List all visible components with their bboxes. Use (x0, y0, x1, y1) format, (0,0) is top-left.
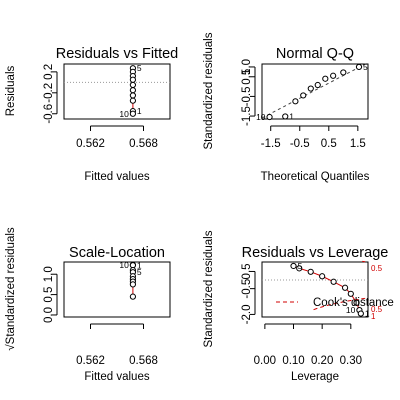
plot-frame (261, 261, 369, 318)
x-tick-label: -0.5 (290, 138, 310, 150)
data-point (307, 268, 314, 275)
smooth-line (293, 265, 362, 314)
plot-frame (63, 261, 171, 318)
point-label: 5 (137, 267, 142, 277)
y-tick-label: 0.5 (241, 69, 253, 85)
chart-title: Scale-Location (69, 245, 165, 261)
data-point (292, 98, 299, 105)
x-tick-label: 1.5 (350, 138, 366, 150)
qq-reference-line (261, 62, 369, 119)
panel-normal-qq: Normal Q-Q Theoretical Quantiles Standardi… (203, 32, 370, 183)
panel-scale-location: Scale-Location Fitted values √Standardized… (4, 227, 171, 383)
data-point (296, 265, 303, 272)
y-tick-label: 0.5 (43, 287, 55, 303)
x-axis-label: Fitted values (84, 371, 149, 383)
y-tick-label: -0.2 (43, 83, 55, 103)
y-tick-label: -0.6 (43, 104, 55, 124)
x-tick-label: -1.5 (261, 138, 281, 150)
point-label: 10 (119, 109, 129, 119)
plot-frame (261, 63, 369, 120)
data-point (314, 81, 321, 89)
panel-residuals-vs-leverage: Residuals vs Leverage Leverage Standardize… (203, 230, 394, 383)
plot-frame (63, 63, 171, 120)
data-point (330, 278, 337, 285)
data-point (129, 293, 136, 300)
cook-value-label: 0.5 (371, 264, 383, 273)
point-label: 5 (363, 62, 368, 72)
data-point (322, 75, 329, 82)
y-axis-label: Standardized residuals (203, 230, 215, 347)
y-tick-label: 0.2 (43, 64, 55, 80)
x-axis-label: Leverage (291, 371, 339, 383)
x-tick-label: 0.568 (129, 138, 158, 150)
point-label: 1 (289, 111, 294, 121)
y-tick-label: 1.0 (43, 266, 55, 282)
y-tick-label: -0.5 (241, 279, 253, 299)
data-point (319, 273, 326, 280)
data-point (353, 299, 360, 306)
y-tick-label: -2.0 (241, 305, 253, 325)
cook-contour-lower (313, 297, 366, 311)
data-point (129, 110, 136, 117)
data-point (129, 87, 136, 94)
x-axis-label: Theoretical Quantiles (261, 171, 370, 183)
data-point (341, 284, 349, 291)
x-tick-label: 0.562 (76, 138, 105, 150)
data-point (290, 262, 297, 270)
point-label: 1 (365, 309, 370, 319)
x-tick-label: 0.20 (311, 355, 333, 367)
y-tick-label: -0.5 (241, 86, 253, 106)
data-point (129, 97, 136, 104)
point-label: 1 (137, 260, 142, 270)
cook-value-label: 1 (371, 312, 376, 321)
y-tick-label: 0.0 (43, 307, 55, 323)
data-point (129, 76, 136, 83)
data-point (266, 113, 273, 121)
legend-label: Cook's distance (313, 297, 394, 309)
x-tick-label: 0.30 (340, 355, 362, 367)
data-point (340, 69, 347, 76)
data-point (129, 281, 136, 288)
data-point (129, 81, 136, 89)
data-point (330, 72, 337, 79)
point-label: 10 (256, 112, 266, 122)
x-tick-label: 0.5 (321, 138, 337, 150)
x-tick-label: 0.568 (129, 355, 158, 367)
y-axis-label: Residuals (5, 66, 17, 117)
chart-title: Residuals vs Leverage (242, 245, 389, 261)
data-point (129, 92, 136, 99)
x-tick-label: 0.10 (282, 355, 304, 367)
x-tick-label: 0.00 (254, 355, 276, 367)
cook-value-label: 0.5 (371, 305, 383, 314)
y-tick-label: 0.5 (241, 263, 253, 279)
data-point (307, 85, 314, 92)
y-tick-label: 1.0 (241, 59, 253, 75)
y-axis-label: √Standardized residuals (4, 227, 17, 351)
chart-title: Residuals vs Fitted (56, 46, 179, 62)
point-label: 10 (119, 260, 129, 270)
x-tick-label: 0.562 (76, 355, 105, 367)
point-label: 5 (137, 63, 142, 73)
y-axis-label: Standardized residuals (203, 32, 215, 149)
data-point (355, 63, 363, 71)
data-point (300, 92, 307, 99)
point-label: 10 (346, 305, 356, 315)
data-point (347, 290, 354, 297)
point-label: 5 (298, 261, 303, 271)
data-point (357, 310, 364, 317)
point-label: 1 (137, 106, 142, 116)
x-axis-label: Fitted values (84, 171, 149, 183)
panel-residuals-vs-fitted: Residuals vs Fitted Fitted values Residual… (5, 46, 178, 183)
chart-title: Normal Q-Q (276, 46, 354, 62)
y-tick-label: -1.5 (241, 106, 253, 126)
data-point (282, 113, 289, 120)
